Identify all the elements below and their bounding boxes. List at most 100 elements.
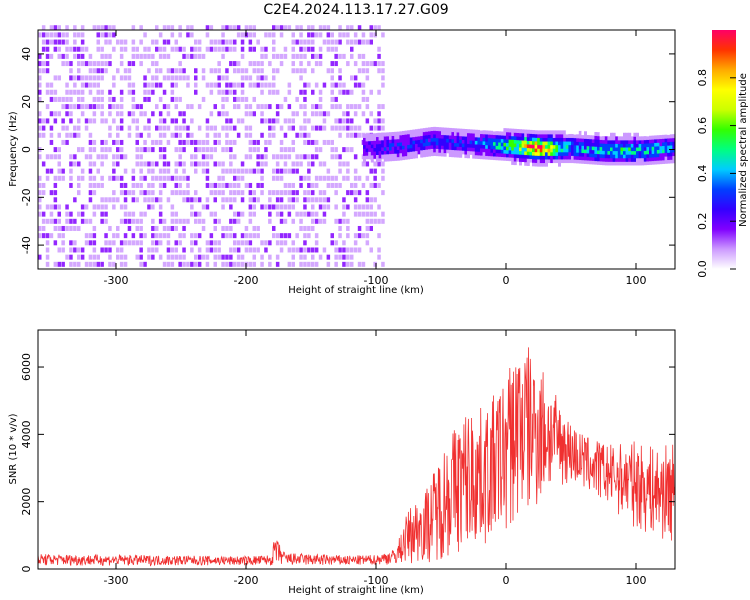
spectrogram-cell	[244, 168, 249, 174]
spectrogram-cell	[65, 39, 69, 45]
spectrogram-cell	[166, 175, 171, 181]
spectrogram-cell	[49, 139, 54, 145]
spectrogram-cell	[174, 218, 178, 224]
spectrogram-cell	[174, 240, 178, 246]
spectrogram-cell	[461, 143, 465, 148]
spectrogram-cell	[649, 153, 652, 158]
spectrogram-cell	[283, 182, 288, 188]
spectrogram-cell	[88, 168, 93, 174]
spectrogram-cell	[194, 190, 198, 196]
spectrogram-cell	[205, 247, 210, 253]
spectrogram-cell	[225, 147, 229, 153]
spectrogram-cell	[529, 147, 533, 152]
spectrogram-cell	[170, 46, 175, 52]
spectrogram-cell	[162, 261, 167, 267]
spectrogram-cell	[545, 141, 548, 146]
spectrogram-cell	[291, 118, 295, 124]
spectrogram-cell	[628, 136, 632, 141]
spectrogram-cell	[599, 135, 603, 140]
spectrogram-cell	[295, 53, 299, 59]
spectrogram-cell	[521, 132, 525, 137]
spectrogram-cell	[151, 82, 155, 88]
spectrogram-cell	[664, 141, 668, 146]
spectrogram-cell	[417, 143, 421, 148]
spectrogram-cell	[268, 89, 272, 95]
spectrogram-cell	[213, 132, 217, 138]
spectrogram-cell	[353, 104, 358, 110]
spectrogram-cell	[49, 125, 54, 131]
spectrogram-cell	[275, 261, 280, 267]
spectrogram-cell	[49, 190, 54, 196]
spectrogram-cell	[571, 148, 574, 153]
spectrogram-cell	[166, 247, 171, 253]
spectrogram-cell	[511, 132, 515, 137]
spectrogram-cell	[443, 149, 447, 154]
spectrogram-cell	[597, 146, 600, 151]
spectrogram-cell	[623, 139, 626, 144]
spectrogram-cell	[57, 46, 61, 52]
spectrogram-cell	[646, 153, 650, 158]
spectrogram-cell	[287, 82, 292, 88]
spectrogram-cell	[386, 153, 390, 158]
spectrogram-cell	[45, 233, 50, 239]
spectrogram-cell	[662, 156, 665, 161]
spectrogram-cell	[402, 134, 405, 139]
spectrogram-cell	[571, 137, 574, 142]
spectrogram-cell	[131, 218, 136, 224]
spectrogram-cell	[589, 149, 593, 154]
spectrogram-cell	[127, 89, 132, 95]
spectrogram-cell	[139, 53, 143, 59]
spectrogram-cell	[213, 161, 217, 167]
spectrogram-cell	[209, 240, 214, 246]
spectrogram-cell	[370, 151, 374, 156]
spectrogram-cell	[287, 118, 292, 124]
spectrogram-cell	[127, 125, 132, 131]
spectrogram-cell	[326, 111, 331, 117]
spectrogram-cell	[194, 218, 198, 224]
spectrogram-cell	[217, 89, 221, 95]
spectrogram-cell	[461, 139, 465, 144]
spectrogram-cell	[77, 125, 81, 131]
spectrogram-cell	[545, 162, 548, 167]
spectrogram-cell	[119, 75, 124, 81]
spectrogram-cell	[318, 61, 323, 67]
spectrogram-cell	[73, 46, 77, 52]
spectrogram-cell	[209, 68, 214, 74]
spectrogram-cell	[236, 211, 241, 217]
spectrogram-cell	[330, 175, 334, 181]
spectrogram-cell	[225, 233, 229, 239]
spectrogram-cell	[229, 161, 233, 167]
spectrogram-cell	[151, 175, 155, 181]
spectrogram-cell	[213, 68, 217, 74]
spectrogram-cell	[389, 150, 392, 155]
spectrogram-cell	[49, 204, 54, 210]
spectrogram-cell	[342, 218, 346, 224]
spectrogram-cell	[361, 96, 366, 102]
spectrogram-cell	[260, 168, 264, 174]
spectrogram-cell	[268, 204, 272, 210]
spectrogram-cell	[112, 197, 116, 203]
spectrogram-cell	[158, 182, 163, 188]
spectrogram-cell	[342, 32, 346, 38]
spectrogram-cell	[461, 128, 465, 133]
spectrogram-cell	[57, 75, 61, 81]
spectrogram-cell	[182, 261, 186, 267]
spectrogram-cell	[311, 211, 315, 217]
spectrogram-cell	[84, 233, 89, 239]
spectrogram-cell	[158, 175, 163, 181]
spectrogram-ytick-label: 20	[20, 95, 33, 109]
spectrogram-cell	[84, 104, 89, 110]
spectrogram-cell	[73, 125, 77, 131]
spectrogram-cell	[147, 161, 151, 167]
spectrogram-cell	[244, 182, 249, 188]
spectrogram-cell	[158, 190, 163, 196]
spectrogram-cell	[299, 68, 303, 74]
spectrogram-cell	[260, 46, 264, 52]
spectrogram-cell	[521, 129, 525, 134]
spectrogram-cell	[213, 247, 217, 253]
spectrogram-cell	[555, 130, 559, 135]
spectrogram-cell	[503, 146, 507, 151]
spectrogram-cell	[268, 190, 272, 196]
spectrogram-cell	[378, 154, 382, 159]
spectrogram-cell	[248, 233, 253, 239]
